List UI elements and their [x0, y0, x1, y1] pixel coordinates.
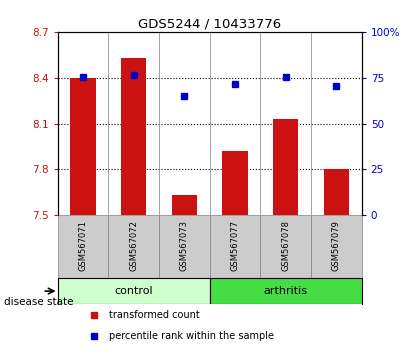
- Text: GSM567073: GSM567073: [180, 220, 189, 271]
- Text: GSM567071: GSM567071: [79, 220, 88, 271]
- Text: GSM567078: GSM567078: [281, 220, 290, 271]
- Text: GSM567072: GSM567072: [129, 220, 138, 271]
- Bar: [58, 215, 108, 278]
- Bar: [172, 195, 197, 215]
- Title: GDS5244 / 10433776: GDS5244 / 10433776: [138, 18, 281, 31]
- Text: transformed count: transformed count: [109, 310, 200, 320]
- Bar: [273, 119, 298, 215]
- Bar: [210, 215, 260, 278]
- Text: control: control: [114, 286, 153, 296]
- Bar: [70, 78, 95, 215]
- Bar: [222, 151, 247, 215]
- Text: disease state: disease state: [4, 297, 74, 307]
- Bar: [210, 278, 362, 304]
- Bar: [121, 58, 146, 215]
- Bar: [324, 169, 349, 215]
- Bar: [108, 215, 159, 278]
- Bar: [260, 215, 311, 278]
- Text: arthritis: arthritis: [263, 286, 308, 296]
- Text: percentile rank within the sample: percentile rank within the sample: [109, 331, 274, 341]
- Bar: [159, 215, 210, 278]
- Bar: [311, 215, 362, 278]
- Text: GSM567079: GSM567079: [332, 220, 341, 271]
- Bar: [58, 278, 210, 304]
- Text: GSM567077: GSM567077: [231, 220, 240, 271]
